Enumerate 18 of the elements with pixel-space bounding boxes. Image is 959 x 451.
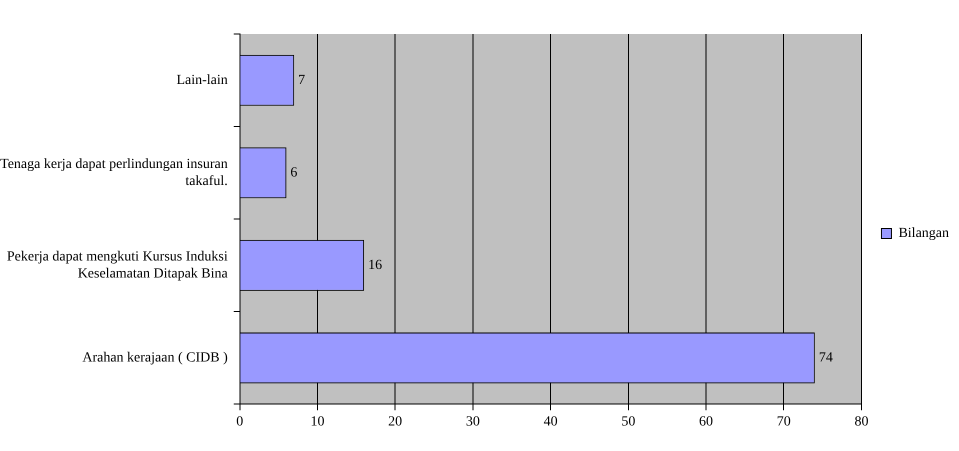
legend-label: Bilangan [898, 226, 949, 242]
x-tick-label: 10 [310, 414, 324, 430]
x-tick-label: 0 [236, 414, 244, 430]
data-label: 7 [298, 72, 306, 88]
data-label: 16 [368, 258, 382, 274]
x-tick-label: 70 [776, 414, 791, 430]
data-label: 6 [290, 165, 298, 180]
x-tick-label: 60 [699, 414, 714, 430]
y-tick-label: Arahan kerajaan ( CIDB ) [82, 350, 228, 366]
x-tick-label: 40 [544, 414, 558, 430]
y-tick-label: Tenaga kerja dapat perlindungan insuran takaful. [0, 157, 228, 189]
y-tick-label: Lain-lain [176, 72, 228, 88]
x-tick-label: 20 [388, 414, 402, 430]
data-label: 74 [818, 350, 833, 366]
x-tick-label: 50 [621, 414, 636, 430]
x-tick-label: 80 [854, 414, 868, 430]
x-tick-label: 30 [466, 414, 480, 430]
y-tick-label: Pekerja dapat mengkuti Kursus Induksi Keselamatan Ditapak Bina [6, 250, 229, 282]
